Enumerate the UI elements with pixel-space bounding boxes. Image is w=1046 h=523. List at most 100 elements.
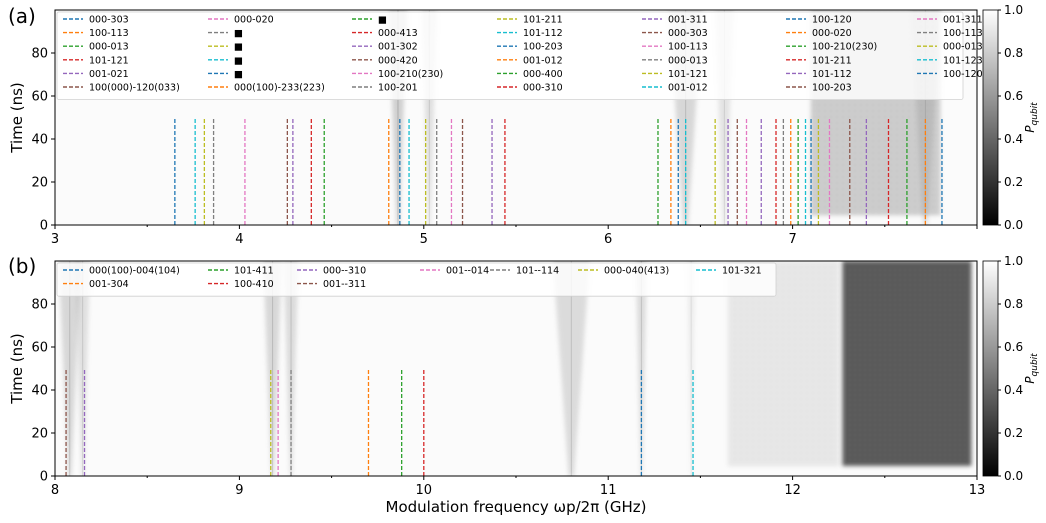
legend-entry: 000-413 [378,28,418,39]
legend: 000(100)-004(104) 001-304 101-411 100-410 00… [56,262,777,297]
heatmap-region [263,261,282,476]
colorbar-tick-label: 0.0 [1004,469,1023,483]
legend-entry: 100-201 [378,83,418,94]
y-axis-label: Time (ns) [8,333,26,405]
x-tick-label: 9 [235,483,243,498]
x-tick-label: 6 [604,232,612,247]
legend-entry: 000-310 [523,83,563,94]
legend-entry: 001-012 [523,55,563,66]
legend-entry: 001-304 [89,279,129,290]
legend-entry: 000-420 [378,55,418,66]
legend-entry: 100(000)-120(033) [89,83,180,94]
colorbar-gradient [982,9,999,226]
legend-entry: 000-303 [668,28,708,39]
colorbar-tick-label: 0.6 [1004,89,1023,103]
legend-box [56,262,777,297]
colorbar-tick-label: 0.8 [1004,297,1023,311]
heatmap-region [842,261,972,466]
x-tick-label: 4 [235,232,243,247]
legend-entry: 000(100)-004(104) [89,266,180,277]
legend-entry: 001-302 [378,42,418,53]
legend-entry: 001-012 [668,83,708,94]
x-tick-label: 8 [51,483,59,498]
x-tick-label: 7 [788,232,796,247]
y-tick-label: 40 [31,384,48,399]
panel-label: (a) [8,4,36,28]
legend-entry: 101-411 [234,266,274,277]
heatmap-region [635,261,647,476]
y-tick-label: 40 [31,133,48,148]
colorbar-gradient [982,260,999,477]
y-tick-label: 0 [40,219,48,234]
legend-entry: 101-211 [523,15,563,26]
y-tick-label: 20 [31,176,48,191]
legend-entry: ■ [234,55,243,66]
colorbar-tick-label: 0.0 [1004,218,1023,232]
legend-entry: 100-210(230) [378,69,443,80]
heatmap-region [283,261,299,476]
x-tick-label: 11 [600,483,617,498]
legend-entry: ■ [234,42,243,53]
legend-entry: ■ [378,15,387,26]
colorbar-tick-label: 0.4 [1004,132,1023,146]
y-tick-label: 60 [31,90,48,105]
colorbar-tick-label: 0.2 [1004,426,1023,440]
legend-entry: 000--310 [323,266,366,277]
colorbar-tick-label: 0.4 [1004,383,1023,397]
legend-entry: 100-113 [943,28,983,39]
legend-entry: 100-120 [812,15,852,26]
colorbar-tick-label: 1.0 [1004,254,1023,268]
legend-entry: 101-211 [812,55,852,66]
colorbar-tick-label: 0.8 [1004,46,1023,60]
x-tick-label: 10 [416,483,433,498]
y-tick-label: 60 [31,341,48,356]
heatmap-region [75,261,91,476]
legend-entry: 001-311 [943,15,983,26]
legend-entry: 001--311 [323,279,366,290]
colorbar: 0.0 0.2 0.4 0.6 0.8 1.0 Pqubit [982,3,1040,232]
legend-entry: ■ [234,69,243,80]
legend-entry: 101--114 [516,266,559,277]
legend-entry: 100-410 [234,279,274,290]
legend-box [56,11,964,100]
y-tick-label: 80 [31,47,48,62]
y-axis-label: Time (ns) [8,82,26,154]
legend-entry: 100-210(230) [812,42,877,53]
colorbar: 0.0 0.2 0.4 0.6 0.8 1.0 Pqubit [982,254,1040,483]
legend-entry: 000-303 [89,15,129,26]
x-axis-label: Modulation frequency ωp/2π (GHz) [386,498,647,516]
legend-entry: 000-020 [234,15,274,26]
colorbar-label: Pqubit [1023,353,1040,384]
legend-entry: 100-120 [943,69,983,80]
colorbar-tick-label: 0.2 [1004,175,1023,189]
legend-entry: ■ [234,28,243,39]
y-tick-label: 0 [40,470,48,485]
heatmap-region [58,261,81,476]
x-tick-label: 3 [51,232,59,247]
legend-entry: 000-040(413) [604,266,669,277]
legend-entry: 100-203 [812,83,852,94]
colorbar-tick-label: 1.0 [1004,3,1023,17]
legend-entry: 000-013 [943,42,983,53]
legend-entry: 101-121 [89,55,129,66]
legend: 000-303 100-113 000-013 101-121 001-021 100(0… [56,11,983,100]
y-tick-label: 80 [31,298,48,313]
legend-entry: 000-400 [523,69,563,80]
heatmap-region [687,261,695,476]
legend-entry: 100-113 [89,28,129,39]
legend-entry: 000-013 [89,42,129,53]
heatmap-region [552,261,590,476]
legend-entry: 101-321 [722,266,762,277]
legend-entry: 100-203 [523,42,563,53]
legend-entry: 101-112 [523,28,563,39]
y-tick-label: 20 [31,427,48,442]
x-tick-label: 5 [420,232,428,247]
legend-entry: 000-013 [668,55,708,66]
heatmap [58,261,972,476]
colorbar-tick-label: 0.6 [1004,340,1023,354]
legend-entry: 001-311 [668,15,708,26]
colorbar-label: Pqubit [1023,102,1040,133]
legend-entry: 100-113 [668,42,708,53]
panel-label: (b) [8,254,36,278]
